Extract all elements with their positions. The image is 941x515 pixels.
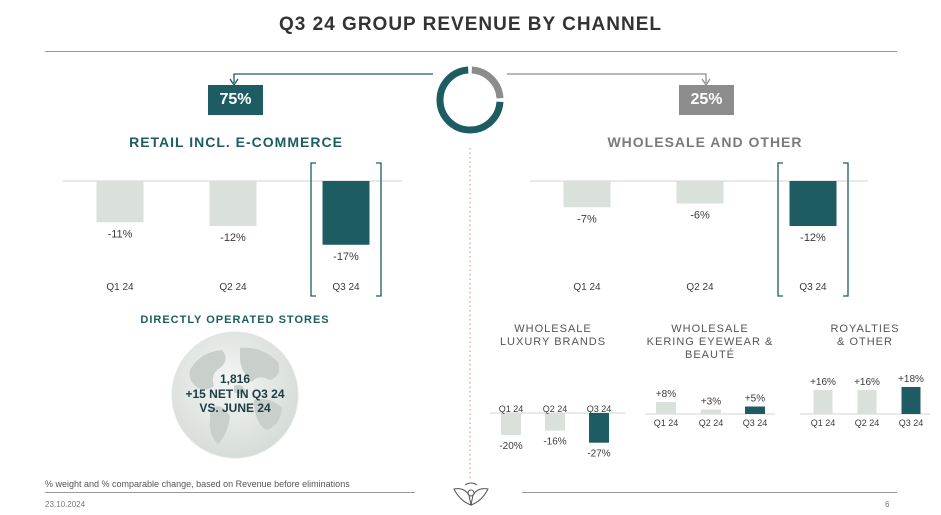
eyewear-data-label: +5% <box>745 394 765 405</box>
wholesale-data-label: -12% <box>800 232 826 244</box>
continent-shape <box>209 406 230 444</box>
lux-data-label: -20% <box>499 441 522 452</box>
wholesale-bar <box>789 181 837 226</box>
continent-shape <box>240 347 279 382</box>
retail-heading: RETAIL INCL. E-COMMERCE <box>129 134 343 150</box>
retail-share-box: 75% <box>208 85 263 115</box>
wholesale-bar <box>676 181 724 204</box>
lux-data-label: -16% <box>543 437 566 448</box>
channel-donut <box>436 66 504 134</box>
retail-category-label: Q2 24 <box>219 282 247 293</box>
page-number: 6 <box>885 500 890 509</box>
eyewear-bar <box>701 409 721 414</box>
retail-category-label: Q1 24 <box>106 282 134 293</box>
wholesale-category-label: Q1 24 <box>573 282 601 293</box>
channel-split-graphic <box>229 66 711 134</box>
eyewear-bar <box>745 406 765 414</box>
royalties-bar <box>857 390 877 414</box>
footnote: % weight and % comparable change, based … <box>45 479 350 489</box>
wholesale-category-label: Q3 24 <box>799 282 827 293</box>
eyewear-category-label: Q3 24 <box>743 418 768 428</box>
wholesale-highlight-bracket <box>777 162 849 297</box>
wholesale-bar <box>563 181 611 208</box>
retail-data-label: -11% <box>108 228 133 240</box>
royalties-data-label: +16% <box>810 377 836 388</box>
lux-category-label: Q2 24 <box>543 404 568 414</box>
lux-bar <box>589 413 609 443</box>
royalties-category-label: Q3 24 <box>899 418 924 428</box>
royalties-category-label: Q1 24 <box>811 418 836 428</box>
lux-category-label: Q3 24 <box>587 404 612 414</box>
eyewear-category-label: Q2 24 <box>699 418 724 428</box>
stores-net-change: +15 NET IN Q3 24 <box>185 387 285 401</box>
royalties-bar <box>813 390 833 414</box>
wholesale-heading: WHOLESALE AND OTHER <box>607 134 803 150</box>
wholesale-data-label: -6% <box>690 210 710 222</box>
wholesale-share-box: 25% <box>679 85 734 115</box>
royalties-category-label: Q2 24 <box>855 418 880 428</box>
wholesale-luxury-heading: WHOLESALE LUXURY BRANDS <box>499 323 607 348</box>
eyewear-bar <box>656 402 676 414</box>
lux-data-label: -27% <box>587 449 610 460</box>
royalties-data-label: +16% <box>854 377 880 388</box>
retail-data-label: -17% <box>333 251 359 263</box>
kering-logo-icon <box>453 482 489 506</box>
footer-divider-right <box>522 492 897 493</box>
royalties-bar <box>901 387 921 414</box>
continent-shape <box>189 350 226 390</box>
wholesale-connector <box>507 73 707 83</box>
presentation-date: 23.10.2024 <box>45 500 86 509</box>
eyewear-category-label: Q1 24 <box>654 418 679 428</box>
retail-bar <box>322 181 370 245</box>
footer-divider-left <box>45 492 415 493</box>
wholesale-data-label: -7% <box>577 213 597 225</box>
lux-bar <box>545 413 565 431</box>
eyewear-beaute-heading: WHOLESALE KERING EYEWEAR & BEAUTÉ <box>646 323 774 361</box>
royalties-heading: ROYALTIES & OTHER <box>830 323 900 348</box>
page-title: Q3 24 GROUP REVENUE BY CHANNEL <box>279 14 662 35</box>
globe-image <box>171 331 299 459</box>
stores-count: 1,816 <box>219 372 251 386</box>
center-divider <box>469 148 471 478</box>
donut-wholesale-slice <box>471 66 504 99</box>
title-divider <box>45 51 897 52</box>
retail-data-label: -12% <box>220 232 246 244</box>
wholesale-category-label: Q2 24 <box>686 282 714 293</box>
donut-retail-slice <box>436 66 504 134</box>
retail-highlight-bracket <box>310 162 382 297</box>
eyewear-data-label: +8% <box>656 389 676 400</box>
eyewear-data-label: +3% <box>701 397 721 408</box>
stores-comparison: VS. JUNE 24 <box>199 401 271 415</box>
continent-shape <box>254 399 282 430</box>
retail-category-label: Q3 24 <box>332 282 360 293</box>
lux-category-label: Q1 24 <box>499 404 524 414</box>
retail-bar <box>209 181 257 226</box>
retail-connector <box>233 73 433 83</box>
stores-heading: DIRECTLY OPERATED STORES <box>140 314 330 326</box>
royalties-data-label: +18% <box>898 374 924 385</box>
lux-bar <box>501 413 521 435</box>
continent-shape <box>234 384 246 394</box>
retail-bar <box>96 181 144 223</box>
